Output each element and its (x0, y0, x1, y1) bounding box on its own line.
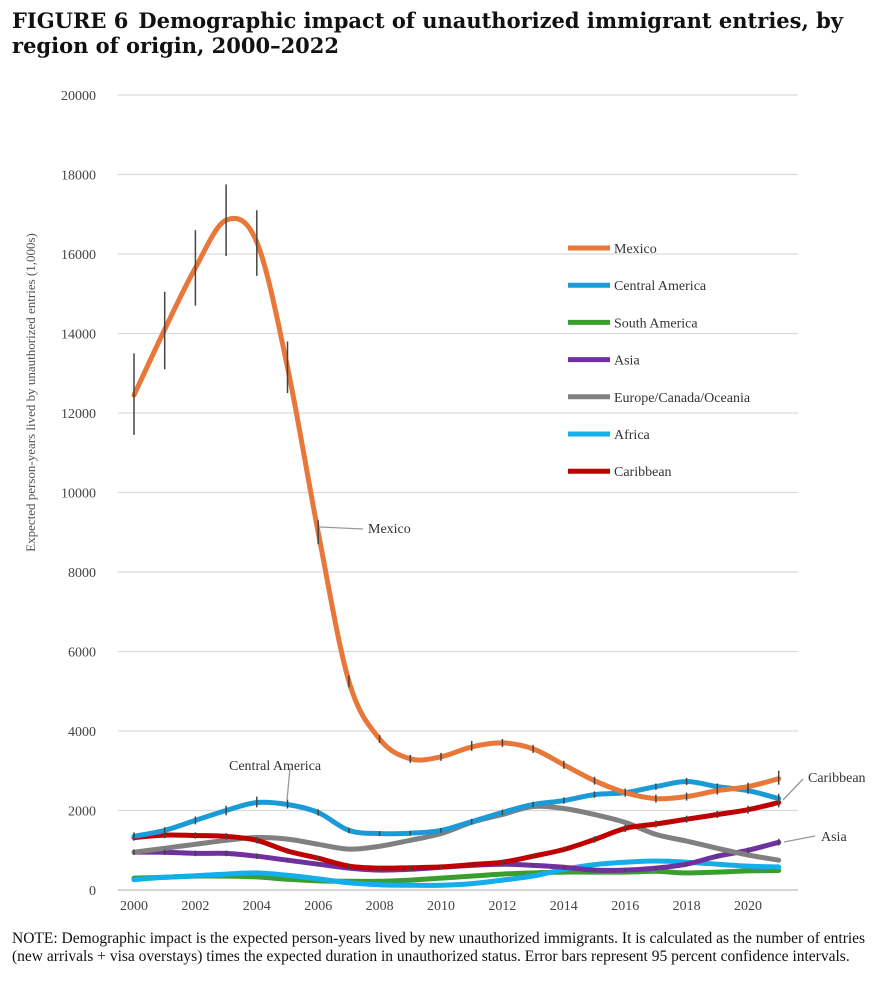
x-tick-label-2014: 2014 (550, 899, 578, 914)
figure-note: NOTE: Demographic impact is the expected… (12, 930, 866, 965)
figure-title-text: Demographic impact of unauthorized immig… (12, 8, 843, 58)
annotation-leader-caribbean (782, 778, 804, 801)
annotation-label-mexico: Mexico (368, 522, 411, 537)
y-tick-label-0: 0 (89, 884, 96, 899)
annotation-label-asia: Asia (821, 830, 847, 845)
y-tick-label-10000: 10000 (61, 487, 96, 502)
y-tick-label-18000: 18000 (61, 169, 96, 184)
legend-label-asia: Asia (614, 354, 640, 369)
x-tick-label-2016: 2016 (611, 899, 639, 914)
y-tick-label-2000: 2000 (68, 805, 96, 820)
series-line-south-america (131, 868, 782, 884)
y-tick-label-6000: 6000 (68, 646, 96, 661)
figure-title: FIGURE 6 Demographic impact of unauthoriz… (12, 8, 872, 58)
series-line-caribbean (131, 800, 782, 871)
y-tick-label-8000: 8000 (68, 566, 96, 581)
legend-label-mexico: Mexico (614, 242, 657, 257)
x-tick-label-2006: 2006 (304, 899, 332, 914)
annotation-label-central-america: Central America (229, 759, 322, 774)
x-tick-label-2002: 2002 (181, 899, 209, 914)
legend-label-africa: Africa (614, 428, 651, 443)
legend-label-central-america: Central America (614, 279, 707, 294)
annotation-leader-asia (783, 835, 816, 843)
y-tick-label-20000: 20000 (61, 89, 96, 104)
x-tick-label-2018: 2018 (673, 899, 701, 914)
y-tick-label-16000: 16000 (61, 248, 96, 263)
x-tick-label-2004: 2004 (243, 899, 271, 914)
y-tick-label-4000: 4000 (68, 725, 96, 740)
series-line-mexico (131, 215, 782, 802)
annotation-leader-central-america (286, 767, 291, 801)
x-tick-label-2020: 2020 (734, 899, 762, 914)
x-tick-label-2000: 2000 (120, 899, 148, 914)
series-line-central-america (131, 779, 782, 839)
y-axis-label: Expected person-years lived by unauthori… (23, 233, 38, 552)
legend-label-europe-canada-oceania: Europe/Canada/Oceania (614, 391, 751, 406)
legend-label-caribbean: Caribbean (614, 465, 672, 480)
annotation-label-caribbean: Caribbean (808, 771, 866, 786)
line-chart: 0 2000 4000 6000 8000 10000 12000 14000 16000 180… (23, 89, 866, 914)
y-tick-label-14000: 14000 (61, 328, 96, 343)
figure-number: FIGURE 6 (12, 8, 129, 33)
x-tick-label-2012: 2012 (488, 899, 516, 914)
y-tick-label-12000: 12000 (61, 407, 96, 422)
x-tick-label-2010: 2010 (427, 899, 455, 914)
x-tick-label-2008: 2008 (366, 899, 394, 914)
legend-label-south-america: South America (614, 316, 698, 331)
annotation-leader-mexico (319, 526, 364, 530)
series-line-africa (131, 858, 782, 888)
